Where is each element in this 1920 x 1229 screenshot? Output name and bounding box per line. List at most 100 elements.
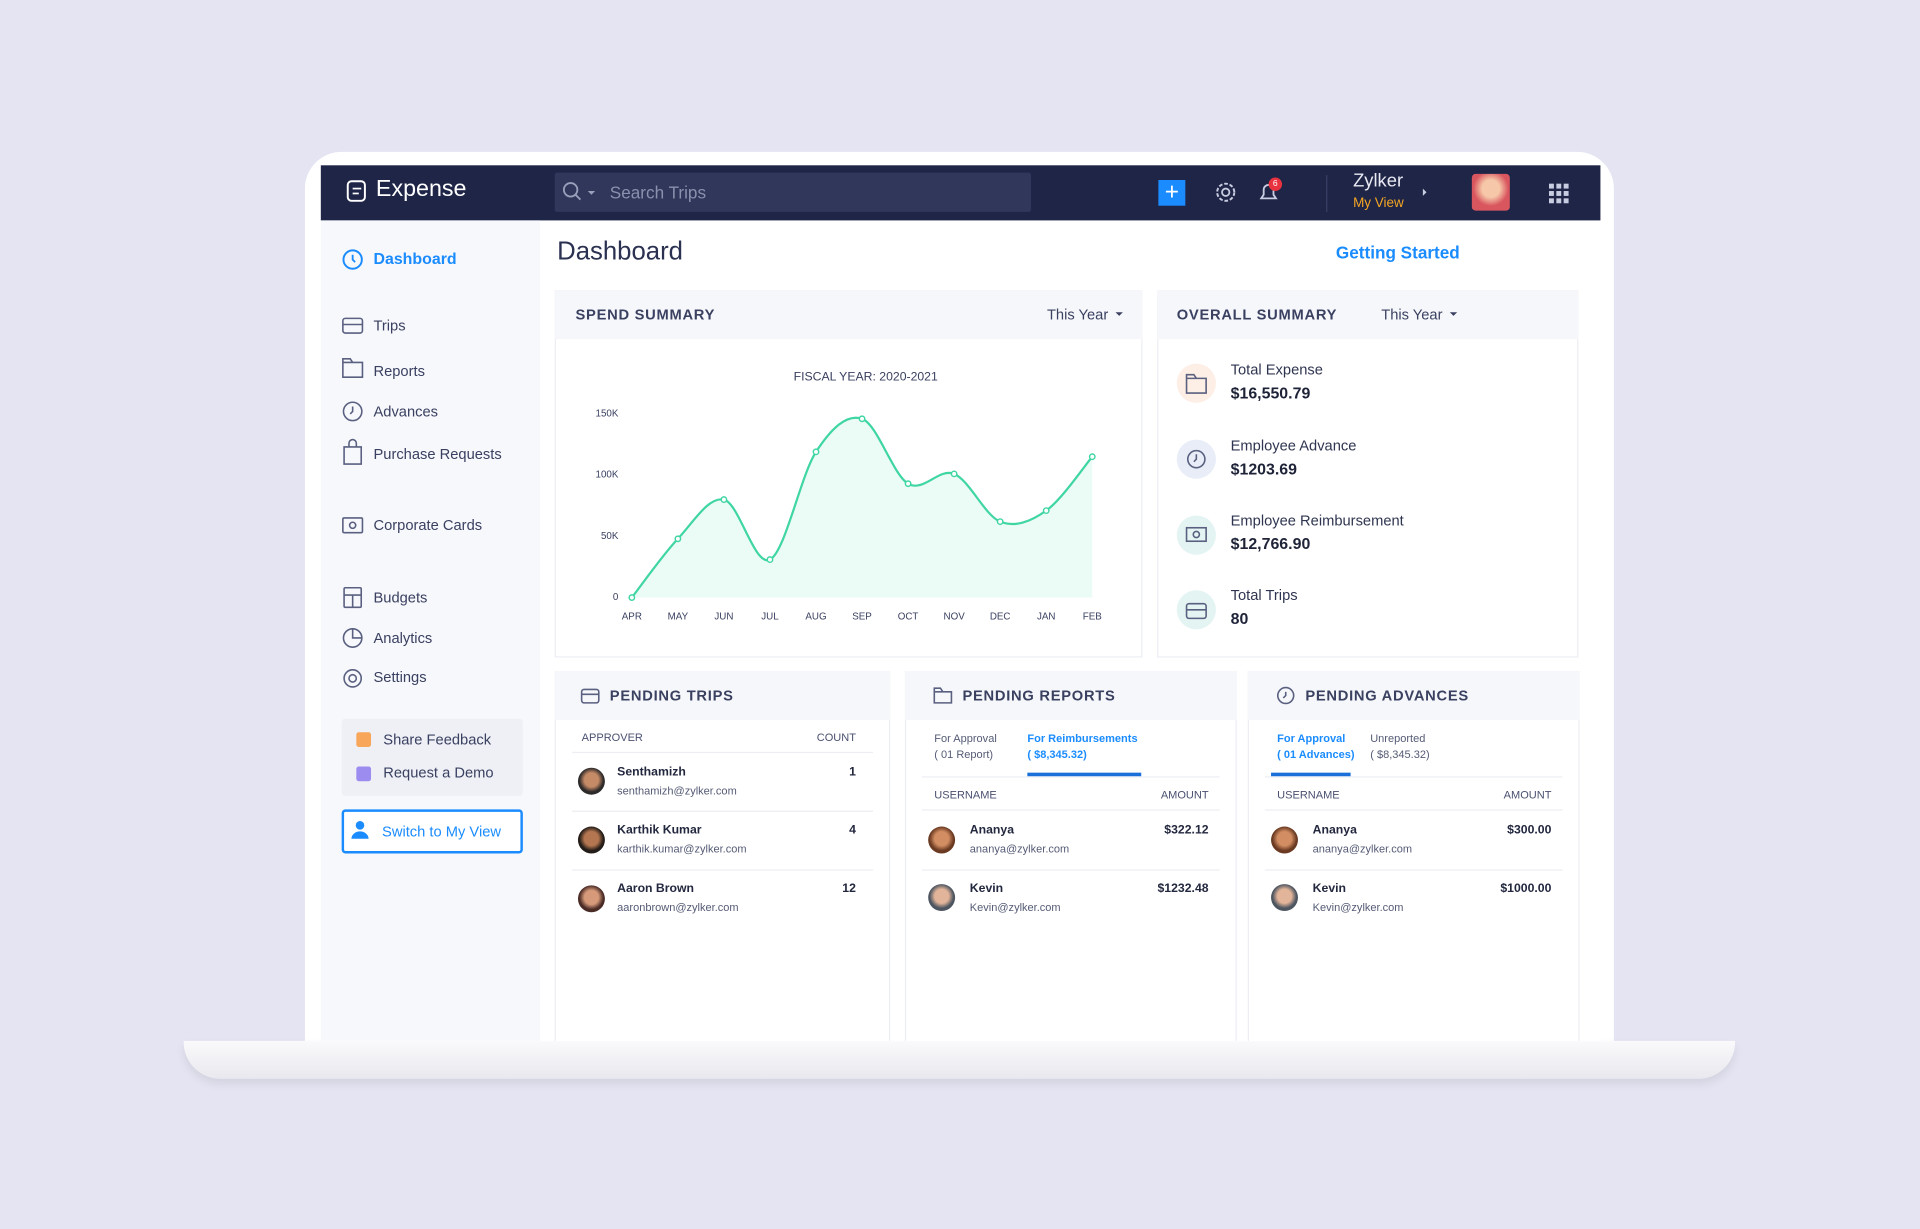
feedback-link[interactable]: Share Feedback <box>383 731 492 749</box>
avatar <box>577 885 605 913</box>
demo-link[interactable]: Request a Demo <box>383 764 494 782</box>
row-email: Kevin@zylker.com <box>969 901 1061 914</box>
summary-value: 80 <box>1230 609 1249 628</box>
row-divider <box>1264 776 1563 778</box>
nav-item[interactable]: Corporate Cards <box>373 516 483 534</box>
row-name: Kevin <box>969 882 1004 896</box>
column-header: USERNAME <box>934 788 997 801</box>
search-box[interactable] <box>554 172 1032 212</box>
view-label: My View <box>1353 195 1404 211</box>
page-title: Dashboard <box>557 237 683 266</box>
avatar <box>577 767 605 795</box>
pending-reports-card <box>904 671 1237 1041</box>
nav-icons <box>342 317 364 688</box>
y-tick-label: 150K <box>596 408 619 419</box>
demo-icon <box>356 766 372 782</box>
user-avatar[interactable] <box>1471 173 1510 211</box>
row-divider <box>922 869 1220 871</box>
getting-started-link[interactable]: Getting Started <box>1335 242 1460 263</box>
tab-label[interactable]: For Approval <box>1277 732 1346 745</box>
nav-item[interactable]: Reports <box>373 362 425 380</box>
avatar <box>1271 826 1298 854</box>
summary-icon <box>1176 515 1216 555</box>
add-button[interactable]: + <box>1158 180 1186 206</box>
x-tick-label: FEB <box>1083 612 1102 623</box>
laptop-base <box>183 1040 1736 1079</box>
nav-item[interactable]: Analytics <box>373 629 433 647</box>
row-name: Karthik Kumar <box>617 823 702 837</box>
pending-advances-card <box>1247 671 1580 1041</box>
x-tick-label: DEC <box>990 612 1011 623</box>
nav-item[interactable]: Dashboard <box>373 249 457 268</box>
nav-item[interactable]: Settings <box>373 668 427 686</box>
nav-item[interactable]: Budgets <box>373 588 428 607</box>
apps-icon[interactable] <box>1548 183 1569 204</box>
card-title: PENDING TRIPS <box>609 686 734 705</box>
row-name: Aaron Brown <box>617 882 695 896</box>
row-name: Senthamizh <box>617 765 686 780</box>
column-header: USERNAME <box>1277 788 1340 801</box>
card-header <box>1157 290 1579 340</box>
card-title: PENDING REPORTS <box>962 686 1116 705</box>
point <box>996 518 1004 526</box>
point <box>1088 453 1096 461</box>
tab-underline <box>1271 772 1351 777</box>
point <box>1042 507 1050 515</box>
settings-icon[interactable] <box>1213 180 1237 204</box>
nav-item[interactable]: Trips <box>373 317 406 335</box>
tab-sub: ( $8,345.32) <box>1370 748 1430 761</box>
row-amount: $322.12 <box>1164 823 1209 837</box>
summary-value: $12,766.90 <box>1230 534 1311 553</box>
tab-label[interactable]: Unreported <box>1370 732 1426 745</box>
avatar <box>928 826 956 854</box>
spend-card <box>554 290 1143 658</box>
y-tick-label: 0 <box>613 592 619 603</box>
summary-label: Total Trips <box>1230 586 1298 604</box>
row-email: ananya@zylker.com <box>969 842 1070 855</box>
row-name: Ananya <box>1312 823 1357 837</box>
row-name: Ananya <box>969 823 1015 837</box>
tab-label[interactable]: For Approval <box>934 732 997 745</box>
point <box>950 470 958 478</box>
overall-card <box>1157 290 1579 658</box>
notification-badge: 6 <box>1268 177 1283 192</box>
column-header: COUNT <box>816 731 856 744</box>
tab-underline <box>1027 772 1142 777</box>
period-select[interactable]: This Year <box>1381 306 1443 324</box>
row-divider <box>1264 809 1563 811</box>
tab-sub: ( $8,345.32) <box>1027 748 1087 761</box>
point <box>628 594 636 601</box>
switch-view-button[interactable] <box>341 809 523 854</box>
point <box>858 415 866 423</box>
card-title: SPEND SUMMARY <box>575 306 716 324</box>
spend-chart: FISCAL YEAR: 2020-2021 0 50K 100K 150K APR MA… <box>596 369 1103 623</box>
logo-icon <box>346 180 366 202</box>
tab-label[interactable]: For Reimbursements <box>1027 732 1138 745</box>
card-title: PENDING ADVANCES <box>1305 686 1469 705</box>
x-tick-label: NOV <box>944 612 966 623</box>
column-header: APPROVER <box>581 731 643 744</box>
x-tick-label: AUG <box>805 612 826 623</box>
row-divider <box>571 751 874 754</box>
app-name: Expense <box>375 176 467 203</box>
point <box>766 556 774 564</box>
card-header <box>904 671 1237 721</box>
row-count: 12 <box>842 882 856 896</box>
period-select[interactable]: This Year <box>1046 306 1109 324</box>
area <box>631 417 1093 598</box>
x-tick-label: SEP <box>852 612 872 623</box>
y-tick-label: 100K <box>596 470 619 481</box>
x-tick-label: JAN <box>1037 612 1055 623</box>
x-tick-label: APR <box>622 612 642 623</box>
row-count: 4 <box>849 823 856 837</box>
x-tick-label: JUL <box>761 612 779 623</box>
search-placeholder: Search Trips <box>609 182 707 203</box>
nav-item[interactable]: Purchase Requests <box>373 445 502 463</box>
chart-title: FISCAL YEAR: 2020-2021 <box>794 369 938 383</box>
org-name[interactable]: Zylker <box>1353 170 1404 192</box>
nav-item[interactable]: Advances <box>373 402 439 421</box>
line <box>630 416 1094 599</box>
point <box>720 496 728 504</box>
row-amount: $1000.00 <box>1500 882 1552 896</box>
